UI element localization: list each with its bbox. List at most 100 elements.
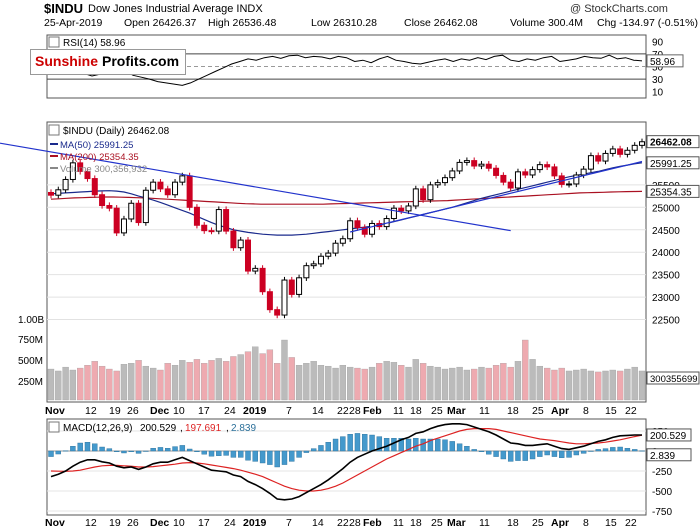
last-price-box bbox=[646, 156, 700, 170]
macd-histogram-bar bbox=[274, 450, 280, 468]
volume-bar bbox=[463, 369, 471, 401]
volume-bar bbox=[171, 365, 179, 401]
x-axis-label: 19 bbox=[109, 405, 121, 417]
ma50-line bbox=[50, 162, 643, 236]
rsi-tick-label: 90 bbox=[652, 37, 664, 48]
volume-bar bbox=[157, 369, 164, 401]
candle-body bbox=[361, 227, 368, 235]
x-axis-label: 22 bbox=[337, 405, 349, 417]
rsi-legend: RSI(14) 58.96 bbox=[63, 38, 126, 49]
rsi-tick-label: 50 bbox=[652, 63, 664, 74]
candle-body bbox=[172, 181, 179, 196]
macd-histogram-bar bbox=[566, 450, 572, 458]
candle-body bbox=[463, 160, 470, 163]
macd-histogram-bar bbox=[398, 438, 404, 452]
candle-body bbox=[339, 238, 346, 244]
macd-x-axis-label: Nov bbox=[45, 517, 65, 529]
volume-tick-label: 1.00B bbox=[18, 315, 44, 326]
volume-bar bbox=[565, 370, 573, 401]
macd-histogram-bar bbox=[413, 438, 419, 452]
candle-body bbox=[617, 148, 624, 155]
volume-bar bbox=[339, 365, 347, 401]
volume-bar bbox=[230, 356, 237, 401]
x-axis-label: 12 bbox=[85, 405, 97, 417]
change-text: Chg -134.97 (-0.51%) bbox=[597, 17, 698, 29]
volume-bar bbox=[376, 363, 383, 401]
candle-body bbox=[186, 175, 193, 208]
price-tick-label: 23500 bbox=[652, 271, 680, 282]
macd-histogram-bar bbox=[179, 445, 186, 452]
volume-bar bbox=[405, 366, 412, 401]
volume-bar bbox=[149, 367, 157, 401]
candle-body bbox=[449, 170, 456, 179]
macd-histogram-bar bbox=[208, 450, 215, 457]
macd-legend-comma: , bbox=[226, 423, 229, 434]
macd-histogram-bar bbox=[99, 446, 105, 452]
volume-bar bbox=[201, 363, 208, 401]
candle-body bbox=[99, 194, 106, 207]
x-axis-label: 17 bbox=[198, 405, 210, 417]
volume-bar bbox=[84, 365, 91, 401]
volume-bar bbox=[609, 369, 616, 401]
volume-bar bbox=[142, 365, 150, 401]
macd-histogram-bar bbox=[427, 438, 434, 452]
candle-body bbox=[398, 207, 405, 212]
candle-body bbox=[245, 239, 251, 272]
candle-body bbox=[485, 163, 492, 169]
volume-bar bbox=[492, 365, 500, 401]
macd-x-axis-label: 11 bbox=[393, 517, 404, 529]
x-axis-label: Mar bbox=[447, 405, 466, 417]
candle-body bbox=[471, 160, 478, 167]
macd-legend-hist: 2.839 bbox=[231, 423, 256, 434]
volume-bar bbox=[244, 351, 252, 401]
macd-histogram-bar bbox=[128, 450, 134, 453]
candle-body bbox=[522, 171, 529, 176]
volume-bar bbox=[98, 365, 106, 401]
macd-histogram-bar bbox=[369, 434, 375, 452]
volume-bar bbox=[595, 371, 602, 401]
candle-body bbox=[514, 171, 521, 189]
exchange-text: INDX bbox=[236, 3, 263, 15]
candle-body bbox=[624, 149, 631, 155]
volume-bar bbox=[551, 369, 558, 401]
macd-histogram-bar bbox=[135, 450, 142, 454]
candle-body bbox=[434, 182, 441, 186]
macd-x-axis-label: 24 bbox=[224, 517, 236, 529]
candle-body bbox=[544, 164, 551, 168]
volume-bar bbox=[456, 366, 463, 401]
macd-x-axis-label: 2019 bbox=[243, 517, 267, 529]
volume-tick-label: 250M bbox=[18, 377, 43, 388]
x-axis-label: 8 bbox=[583, 405, 589, 417]
volume-bar bbox=[113, 370, 120, 401]
macd-histogram-bar bbox=[478, 450, 485, 453]
rsi-value-box bbox=[646, 54, 684, 68]
volume-bar bbox=[616, 370, 624, 401]
volume-bar bbox=[164, 363, 171, 401]
copyright-link[interactable]: @ StockCharts.com bbox=[570, 3, 668, 15]
macd-legend-signal: 197.691 bbox=[185, 423, 222, 434]
macd-histogram-bar bbox=[245, 450, 251, 461]
macd-histogram-bar bbox=[362, 434, 368, 452]
volume-bar bbox=[522, 339, 529, 401]
legend-item-text: MA(50) 25991.25 bbox=[60, 140, 133, 151]
macd-histogram-bar bbox=[464, 446, 470, 452]
candle-body bbox=[566, 183, 573, 186]
candle-body bbox=[332, 242, 339, 254]
candle-body bbox=[420, 188, 427, 201]
volume-bar bbox=[580, 368, 587, 401]
macd-histogram-bar bbox=[405, 438, 412, 452]
macd-histogram-bar bbox=[223, 450, 229, 456]
x-axis-label: 11 bbox=[393, 405, 404, 417]
volume-bar bbox=[208, 360, 215, 401]
macd-histogram-bar bbox=[238, 450, 244, 458]
candle-body bbox=[631, 144, 638, 151]
candle-body bbox=[69, 162, 76, 180]
volume-bar bbox=[186, 362, 193, 401]
x-axis-label: 14 bbox=[312, 405, 324, 417]
x-axis-label: 24 bbox=[224, 405, 236, 417]
macd-histogram-bar bbox=[456, 443, 463, 452]
price-tick-label: 22500 bbox=[652, 316, 680, 327]
candle-body bbox=[317, 255, 324, 265]
candle-body bbox=[120, 218, 127, 234]
volume-bar bbox=[434, 366, 441, 401]
